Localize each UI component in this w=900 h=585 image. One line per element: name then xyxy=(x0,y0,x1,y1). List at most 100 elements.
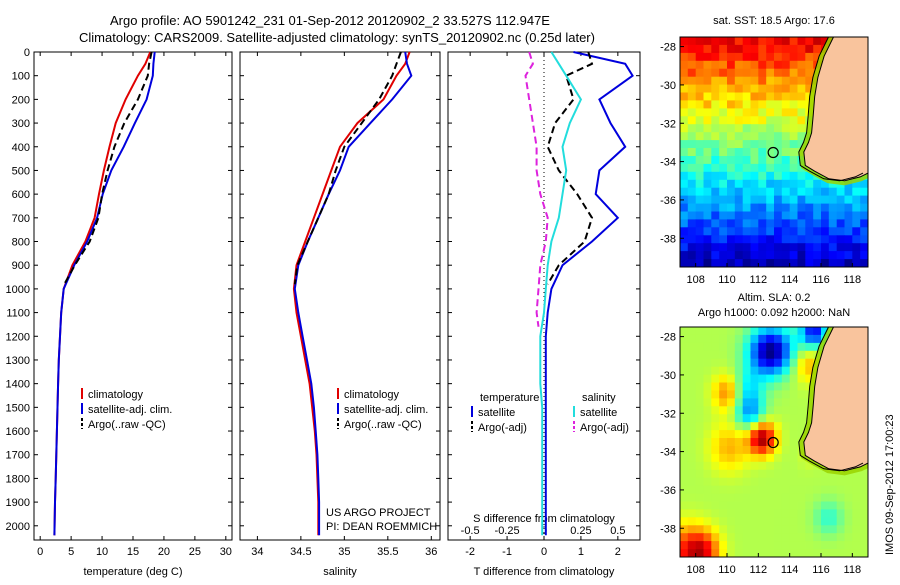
map-cell xyxy=(742,477,752,487)
map-cell xyxy=(781,446,791,455)
map-cell xyxy=(758,108,767,117)
map-cell xyxy=(727,76,736,86)
map-cell xyxy=(766,541,775,550)
map-cell xyxy=(774,156,783,165)
map-cell xyxy=(680,422,689,431)
map-cell xyxy=(758,501,767,510)
map-cell xyxy=(758,219,767,228)
map-cell xyxy=(719,156,728,165)
map-cell xyxy=(821,243,830,252)
map-cell xyxy=(828,549,838,557)
map-cell xyxy=(742,44,752,54)
map-cell xyxy=(695,116,705,125)
map-cell xyxy=(742,501,752,510)
map-cell xyxy=(695,438,705,447)
map-cell xyxy=(742,124,752,133)
map-cell xyxy=(711,76,720,86)
map-cell xyxy=(703,517,712,526)
map-cell xyxy=(813,493,822,503)
map-cell xyxy=(766,438,775,447)
map-cell xyxy=(734,44,744,54)
map-cell xyxy=(711,100,720,109)
map-cell xyxy=(695,414,705,423)
map-cell xyxy=(789,382,799,391)
series-line-1 xyxy=(293,51,413,536)
map-cell xyxy=(828,195,838,205)
map-cell xyxy=(695,525,705,534)
map-cell xyxy=(781,195,791,205)
map-cell xyxy=(766,60,775,70)
map-cell xyxy=(695,390,705,399)
map-cell xyxy=(860,179,868,189)
map-cell xyxy=(711,327,720,336)
map-cell xyxy=(805,171,814,181)
map-cell xyxy=(758,493,767,503)
map-cell xyxy=(781,251,791,260)
map-cell xyxy=(680,342,689,352)
map-cell xyxy=(680,116,689,125)
map-cell xyxy=(766,195,775,205)
map-cell xyxy=(750,251,759,260)
map-cell xyxy=(687,52,697,62)
map-cell xyxy=(680,525,689,534)
map-cell xyxy=(742,422,752,431)
map-cell xyxy=(711,195,720,205)
map-cell xyxy=(695,156,705,165)
map-cell xyxy=(695,430,705,439)
map-cell xyxy=(766,390,775,399)
map-cell xyxy=(734,358,744,368)
map-cell xyxy=(758,68,767,78)
map-cell xyxy=(719,92,728,101)
map-cell xyxy=(750,382,759,391)
map-cell xyxy=(758,179,767,189)
map-cell xyxy=(695,501,705,510)
map-cell xyxy=(860,219,868,228)
map-cell xyxy=(781,171,791,181)
map-cell xyxy=(781,140,791,149)
map-cell xyxy=(680,446,689,455)
map-cell xyxy=(774,124,783,133)
map-cell xyxy=(844,525,853,534)
map-cell xyxy=(797,350,806,360)
map-cell xyxy=(781,100,791,109)
x-tick-label: 0 xyxy=(37,546,43,558)
map-cell xyxy=(687,501,697,510)
map-cell xyxy=(750,195,759,205)
map-cell xyxy=(750,259,759,267)
map-cell xyxy=(680,235,689,244)
map-cell xyxy=(805,327,814,336)
series-line-2 xyxy=(539,51,583,536)
argo-float-marker xyxy=(767,436,779,449)
map-cell xyxy=(797,37,806,46)
map-cell xyxy=(742,461,752,471)
map-cell xyxy=(766,549,775,557)
map-cell xyxy=(805,68,814,78)
map-cell xyxy=(742,227,752,236)
map-cell xyxy=(836,251,846,260)
map-cell xyxy=(781,541,791,550)
map-cell xyxy=(860,203,868,213)
map-cell xyxy=(766,84,775,94)
map-cell xyxy=(766,251,775,260)
map-cell xyxy=(789,148,799,157)
map-cell xyxy=(805,44,814,54)
map-cell xyxy=(695,140,705,149)
map-cell xyxy=(687,124,697,133)
salinity-panel: 34 34.5 35 35.5 36 salinity climatology satelli… xyxy=(239,51,441,578)
map-cell xyxy=(734,469,744,479)
map-cell xyxy=(821,525,830,534)
map-cell xyxy=(680,76,689,86)
map-cell xyxy=(727,259,736,267)
map-cell xyxy=(828,243,838,252)
map-cell xyxy=(797,76,806,86)
map-cell xyxy=(742,140,752,149)
map-cell xyxy=(695,334,705,344)
map-cell xyxy=(719,366,728,376)
x-tick-label: 5 xyxy=(68,546,74,558)
map-cell xyxy=(734,477,744,487)
map-cell xyxy=(789,235,799,244)
map-cell xyxy=(742,350,752,360)
map-x-tick-label: 108 xyxy=(686,564,704,576)
x-axis-label: T difference from climatology xyxy=(474,566,615,578)
map-cell xyxy=(766,100,775,109)
